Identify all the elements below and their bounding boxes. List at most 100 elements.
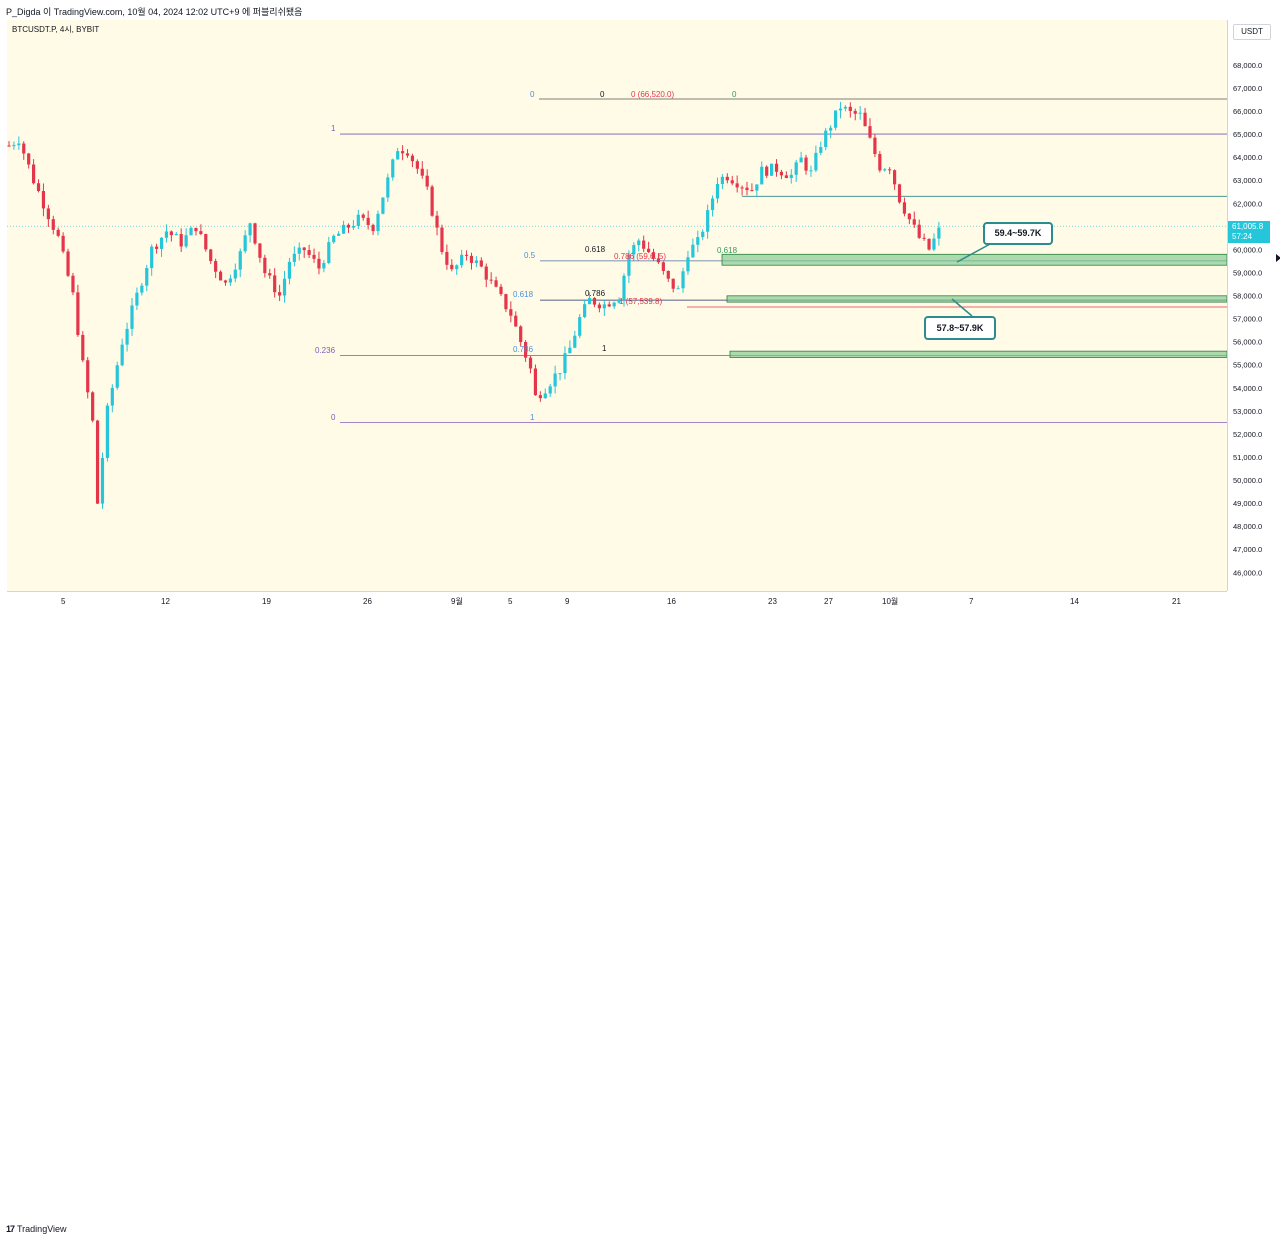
candle-body (725, 176, 729, 181)
x-tick-label: 5 (61, 597, 66, 606)
candle-body (155, 246, 159, 249)
candle-body (504, 294, 508, 310)
candle-body (676, 288, 680, 290)
candle-body (568, 347, 572, 354)
candle-body (799, 157, 803, 163)
candle-body (341, 224, 346, 234)
candle-body (61, 235, 65, 252)
candle-body (440, 227, 444, 252)
candle-body (927, 238, 931, 250)
candle-body (337, 233, 341, 236)
candle-body (681, 271, 685, 289)
candle-body (307, 250, 311, 255)
candle-body (794, 162, 798, 175)
y-tick-label: 46,000.0 (1233, 568, 1262, 577)
candle-body (602, 304, 606, 309)
candle-body (691, 244, 695, 258)
candle-body (853, 110, 857, 114)
candle-body (745, 187, 749, 191)
fib-label: 0.236 (315, 346, 336, 355)
fib-label: 1 (602, 344, 607, 353)
fib-label: 0.618 (585, 245, 606, 254)
candle-body (36, 183, 41, 192)
y-tick-label: 66,000.0 (1233, 107, 1262, 116)
candle-body (450, 264, 454, 270)
candle-body (86, 360, 90, 393)
y-tick-label: 62,000.0 (1233, 199, 1262, 208)
candle-body (66, 251, 70, 276)
candle-body (51, 219, 55, 230)
chart-plot-area[interactable]: 0 0 0 (66,520.0) 0 1 0.5 0.618 0.786 (59,6..5) 0… (7, 20, 1227, 591)
candle-body (464, 254, 469, 256)
candle-body (228, 278, 232, 283)
candle-body (199, 231, 203, 235)
symbol-label[interactable]: BTCUSDT.P, 4시, BYBIT (12, 25, 100, 34)
candle-body (878, 154, 882, 171)
candle-body (204, 234, 208, 250)
time-axis[interactable]: 5 12 19 26 9월 5 9 16 23 27 10월 7 14 21 (7, 591, 1227, 610)
candle-body (587, 298, 592, 305)
candle-body (469, 255, 474, 263)
candle-body (415, 161, 419, 169)
candle-body (391, 159, 395, 178)
demand-zone (726, 295, 1227, 303)
candle-body (612, 302, 616, 307)
candle-body (455, 265, 459, 270)
candle-body (248, 223, 252, 236)
candle-body (833, 110, 838, 128)
candle-body (479, 260, 483, 267)
callout-pointer-upper (956, 242, 993, 263)
candle-body (297, 247, 301, 254)
candle-body (460, 254, 464, 266)
y-tick-label: 53,000.0 (1233, 407, 1262, 416)
x-tick-label: 12 (161, 597, 170, 606)
candle-body (883, 169, 887, 171)
candle-body (701, 231, 705, 238)
candle-body (843, 106, 847, 109)
candle-body (824, 130, 828, 148)
candle-body (282, 278, 287, 296)
candle-body (637, 240, 641, 246)
x-tick-label: 9월 (451, 596, 463, 606)
fib-label: 0.786 (59,6..5) (614, 252, 666, 261)
candle-body (740, 187, 744, 189)
candle-body (617, 299, 621, 303)
candle-body (907, 213, 911, 220)
fib-label: 0 (732, 90, 737, 99)
y-tick-label: 55,000.0 (1233, 361, 1262, 370)
candle-body (71, 275, 75, 293)
candle-body (538, 395, 542, 399)
candle-body (804, 157, 808, 171)
candle-body (7, 145, 11, 147)
bar-countdown: 57:24 (1232, 232, 1253, 241)
candle-body (706, 210, 710, 232)
candle-body (858, 112, 862, 114)
fib-label: 0 (331, 413, 336, 422)
candle-body (533, 368, 538, 396)
candle-body (361, 214, 365, 218)
fib-label: 0 (600, 90, 605, 99)
candle-body (514, 315, 518, 327)
candle-body (647, 248, 651, 253)
fib-label: 0.618 (513, 290, 534, 299)
currency-button[interactable]: USDT (1233, 24, 1271, 40)
x-tick-label: 9 (565, 597, 570, 606)
candle-body (223, 280, 228, 283)
candle-body (720, 176, 724, 184)
candle-body (499, 286, 503, 295)
candle-body (553, 373, 557, 387)
price-axis[interactable]: 46,000.0 47,000.0 48,000.0 49,000.0 50,000.0… (1227, 20, 1280, 591)
candle-body (642, 240, 646, 249)
candle-body (868, 126, 872, 138)
demand-zone (721, 253, 1227, 266)
candle-body (863, 112, 867, 127)
candle-body (784, 175, 788, 178)
candle-body (760, 166, 764, 185)
x-tick-label: 26 (363, 597, 372, 606)
callout-lower-text: 57.8~57.9K (936, 323, 984, 333)
price-axis-svg: 46,000.0 47,000.0 48,000.0 49,000.0 50,000.0… (1233, 61, 1280, 577)
candle-body (474, 260, 478, 263)
demand-zone (729, 350, 1227, 358)
candle-body (174, 234, 178, 236)
candle-body (829, 127, 833, 131)
